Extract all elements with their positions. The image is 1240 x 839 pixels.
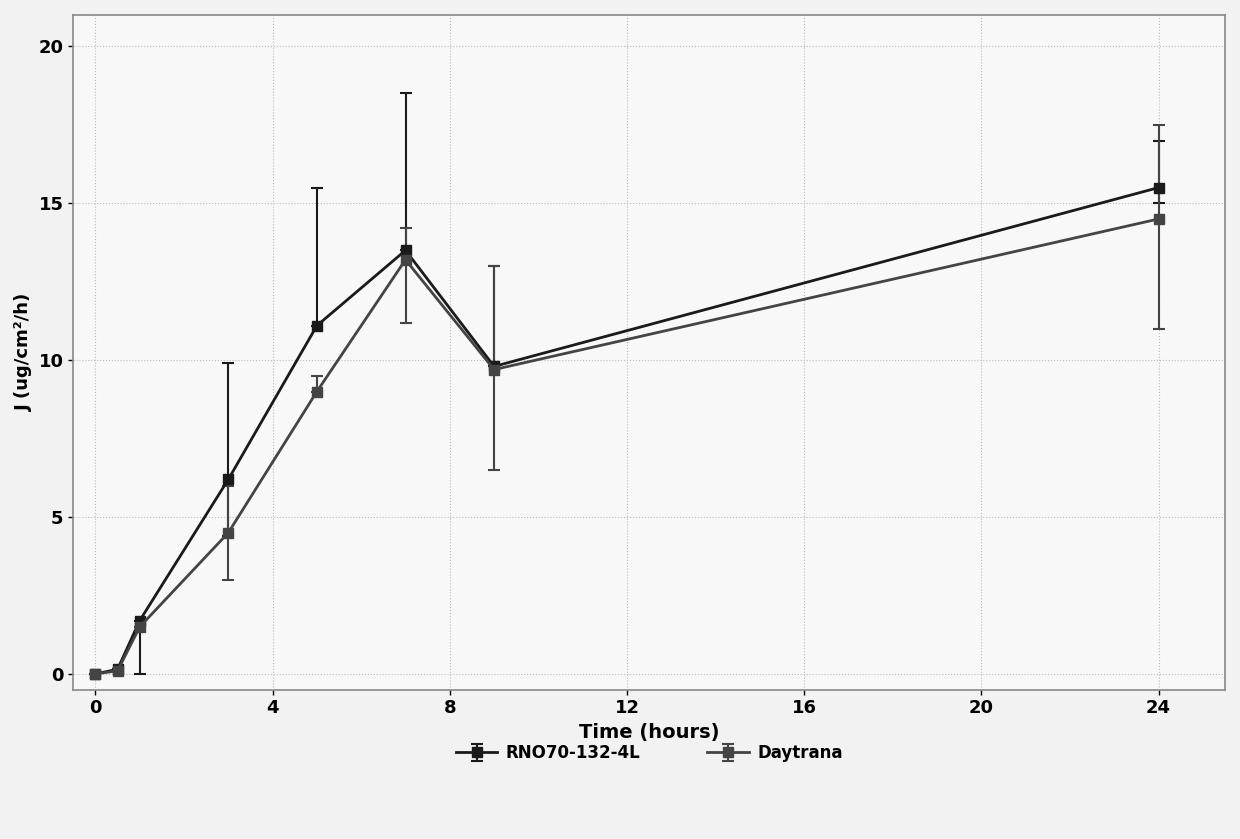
Legend: RNO70-132-4L, Daytrana: RNO70-132-4L, Daytrana [449,737,849,769]
Y-axis label: J (ug/cm²/h): J (ug/cm²/h) [15,293,33,411]
X-axis label: Time (hours): Time (hours) [579,723,719,742]
